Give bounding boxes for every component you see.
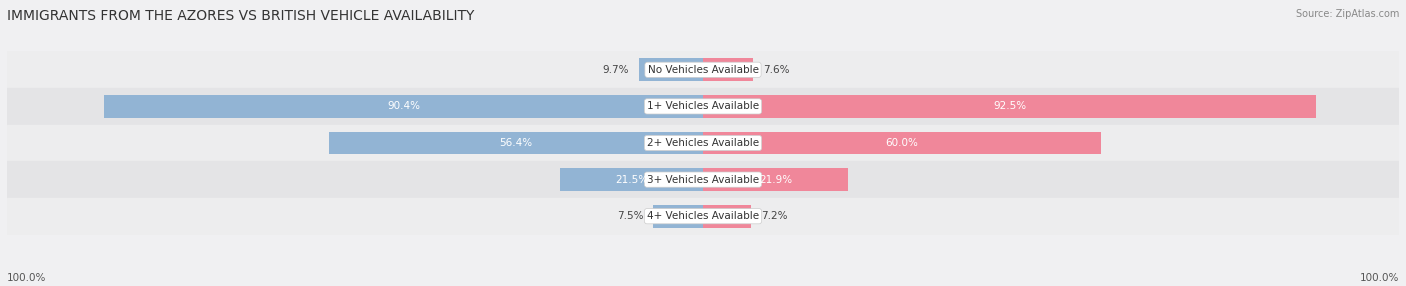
Bar [7, 198, 1399, 235]
Bar [654, 205, 703, 228]
Bar [7, 51, 1399, 88]
Bar [7, 161, 1399, 198]
Bar [703, 205, 751, 228]
Text: 7.6%: 7.6% [763, 65, 790, 75]
Bar [104, 95, 703, 118]
Bar [703, 132, 1101, 154]
Bar [703, 168, 848, 191]
Text: No Vehicles Available: No Vehicles Available [648, 65, 758, 75]
Text: 100.0%: 100.0% [1360, 273, 1399, 283]
Text: IMMIGRANTS FROM THE AZORES VS BRITISH VEHICLE AVAILABILITY: IMMIGRANTS FROM THE AZORES VS BRITISH VE… [7, 9, 474, 23]
Bar [329, 132, 703, 154]
Bar [7, 88, 1399, 125]
Text: 56.4%: 56.4% [499, 138, 533, 148]
Text: 7.2%: 7.2% [761, 211, 787, 221]
Bar [638, 58, 703, 81]
Text: 90.4%: 90.4% [387, 102, 420, 111]
Bar [7, 125, 1399, 161]
Text: Source: ZipAtlas.com: Source: ZipAtlas.com [1295, 9, 1399, 19]
Text: 21.9%: 21.9% [759, 175, 792, 184]
Bar [561, 168, 703, 191]
Text: 100.0%: 100.0% [7, 273, 46, 283]
Text: 9.7%: 9.7% [602, 65, 628, 75]
Bar [703, 95, 1316, 118]
Text: 2+ Vehicles Available: 2+ Vehicles Available [647, 138, 759, 148]
Text: 21.5%: 21.5% [616, 175, 648, 184]
Text: 3+ Vehicles Available: 3+ Vehicles Available [647, 175, 759, 184]
Text: 60.0%: 60.0% [886, 138, 918, 148]
Text: 7.5%: 7.5% [617, 211, 644, 221]
Text: 1+ Vehicles Available: 1+ Vehicles Available [647, 102, 759, 111]
Bar [703, 58, 754, 81]
Text: 4+ Vehicles Available: 4+ Vehicles Available [647, 211, 759, 221]
Text: 92.5%: 92.5% [993, 102, 1026, 111]
